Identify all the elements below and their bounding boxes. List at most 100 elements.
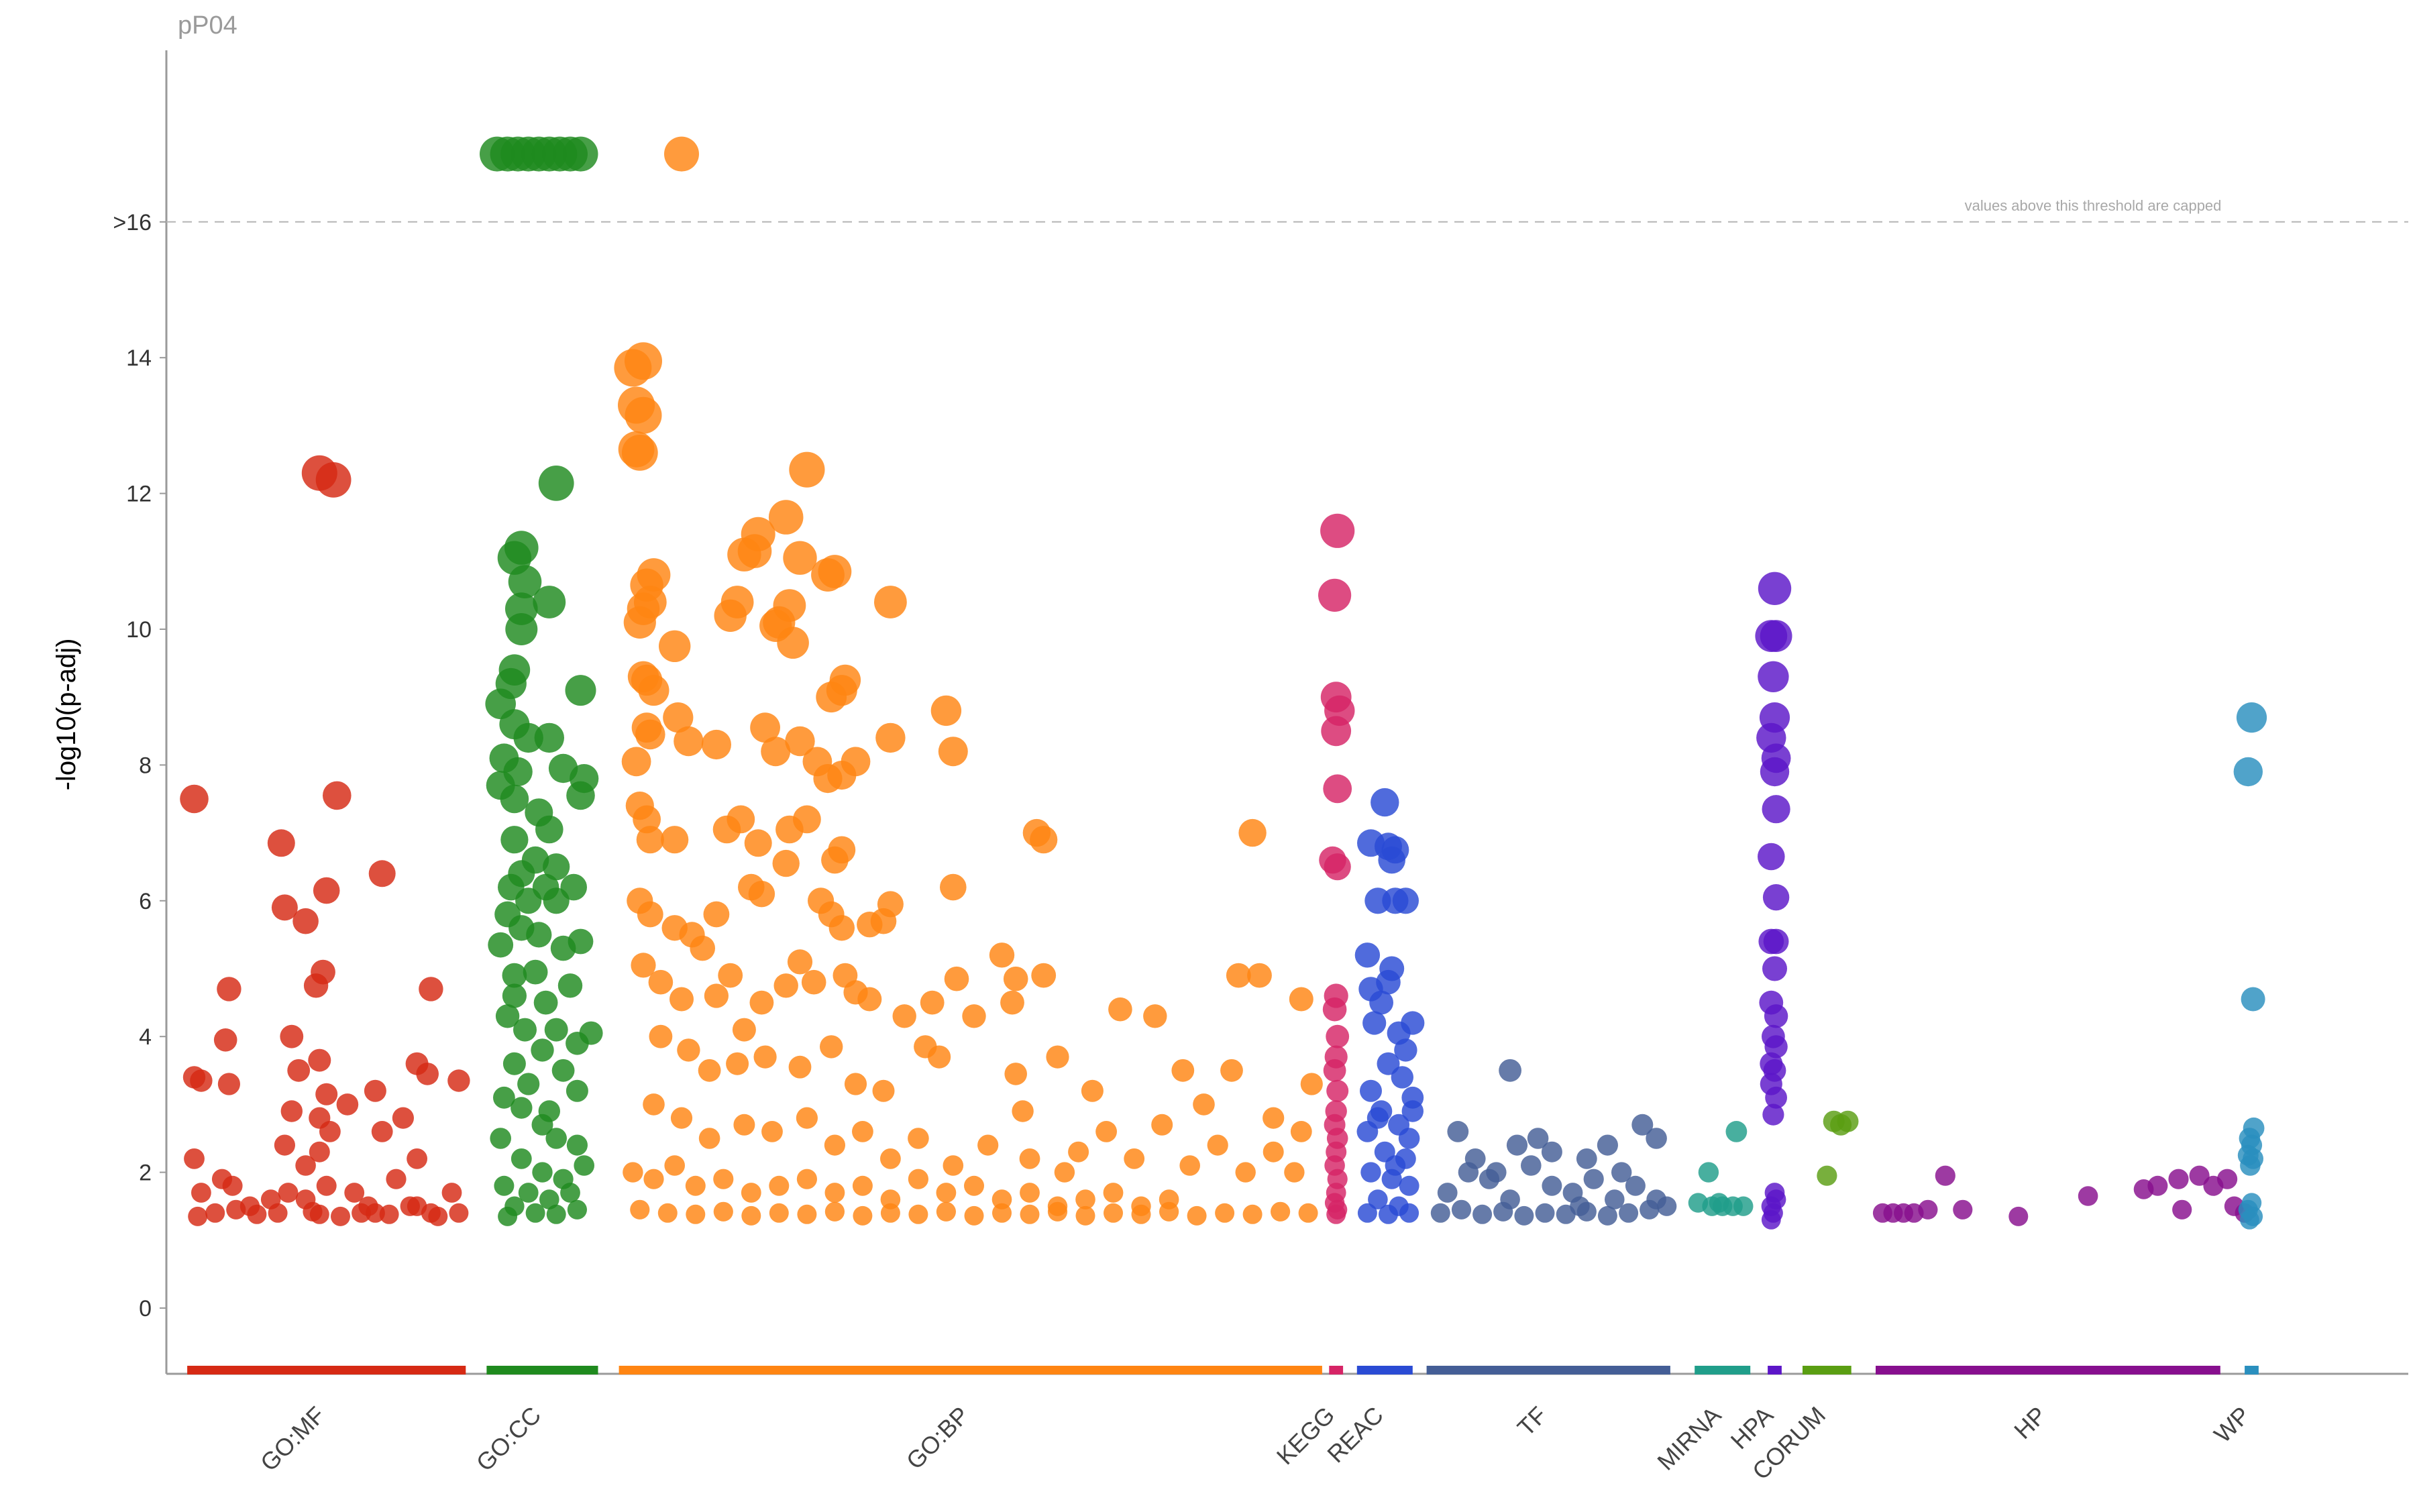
point-reac <box>1399 1203 1419 1223</box>
point-go-bp <box>943 1155 964 1176</box>
point-tf <box>1514 1205 1534 1226</box>
point-go-cc <box>495 1004 520 1028</box>
y-axis-title: -log10(p-adj) <box>52 639 81 791</box>
point-go-bp <box>1193 1093 1215 1116</box>
y-tick-label: 4 <box>139 1024 152 1050</box>
point-go-bp <box>1290 1121 1312 1142</box>
point-go-bp <box>657 1203 678 1223</box>
point-corum <box>1837 1110 1859 1132</box>
point-go-bp <box>685 1175 706 1196</box>
point-go-mf <box>319 1121 341 1142</box>
point-go-mf <box>386 1169 407 1189</box>
point-go-mf <box>268 1203 288 1223</box>
point-go-bp <box>733 1114 755 1136</box>
point-go-bp <box>1187 1205 1207 1226</box>
point-go-cc <box>538 1100 560 1122</box>
point-wp <box>2240 1210 2259 1230</box>
point-tf <box>1646 1128 1667 1149</box>
point-go-cc <box>508 565 542 598</box>
point-go-bp <box>714 599 747 632</box>
point-go-bp <box>1020 1204 1040 1224</box>
source-label-hp: HP <box>2008 1401 2051 1444</box>
point-tf <box>1597 1205 1617 1226</box>
point-go-bp <box>991 1189 1012 1209</box>
source-label-go-mf: GO:MF <box>255 1401 330 1476</box>
point-go-mf <box>274 1134 295 1156</box>
y-tick-label: >16 <box>113 210 152 235</box>
point-go-bp <box>669 987 694 1012</box>
point-go-cc <box>511 1097 533 1119</box>
point-go-bp <box>1075 1205 1095 1226</box>
point-hpa <box>1760 620 1792 652</box>
point-go-cc <box>493 1086 515 1109</box>
point-go-cc <box>500 784 529 814</box>
point-go-bp <box>1020 1183 1040 1203</box>
series-go-cc <box>480 136 603 1226</box>
point-go-mf <box>292 908 319 934</box>
point-reac <box>1379 1204 1398 1224</box>
point-go-bp <box>1263 1141 1284 1163</box>
point-go-bp <box>1081 1079 1104 1102</box>
point-go-bp <box>769 1175 790 1196</box>
point-tf <box>1631 1114 1654 1136</box>
point-reac <box>1368 1189 1388 1209</box>
point-go-bp <box>857 912 883 938</box>
point-go-bp <box>872 1079 895 1102</box>
point-go-bp <box>1235 1162 1256 1183</box>
point-go-mf <box>313 877 340 904</box>
point-go-bp <box>857 987 882 1012</box>
point-go-bp <box>1298 1203 1318 1223</box>
point-go-bp <box>1238 818 1267 847</box>
point-go-mf <box>344 1183 365 1203</box>
point-go-bp <box>785 726 815 757</box>
point-reac <box>1401 1100 1424 1122</box>
point-go-bp <box>664 1155 685 1176</box>
point-go-mf <box>407 1196 427 1216</box>
point-go-bp <box>623 1162 643 1183</box>
point-go-mf <box>358 1196 378 1216</box>
series-go-bp <box>614 136 1323 1226</box>
point-go-bp <box>1031 963 1057 988</box>
point-go-bp <box>824 1134 845 1156</box>
point-kegg <box>1320 513 1355 548</box>
point-go-cc <box>544 1018 568 1042</box>
point-tf <box>1605 1189 1625 1209</box>
point-go-mf <box>449 1203 469 1223</box>
point-go-mf <box>280 1024 304 1048</box>
point-reac <box>1360 1162 1381 1183</box>
point-reac <box>1369 990 1393 1015</box>
point-hpa <box>1761 1210 1781 1230</box>
source-bar-tf <box>1426 1366 1670 1374</box>
point-kegg <box>1323 1059 1346 1082</box>
point-go-bp <box>1226 963 1251 988</box>
point-go-bp <box>1095 1121 1117 1142</box>
point-go-bp <box>818 555 852 588</box>
point-go-bp <box>625 342 662 380</box>
point-tf <box>1541 1141 1562 1163</box>
point-go-bp <box>844 1073 867 1095</box>
point-reac <box>1371 788 1399 817</box>
point-go-cc <box>500 826 529 854</box>
point-wp <box>2236 702 2267 733</box>
point-go-bp <box>1103 1183 1124 1203</box>
source-bar-wp <box>2245 1366 2259 1374</box>
point-go-mf <box>315 462 352 498</box>
point-tf <box>1576 1148 1597 1169</box>
point-hpa <box>1762 1103 1784 1126</box>
point-reac <box>1385 1155 1406 1176</box>
source-bar-mirna <box>1695 1366 1751 1374</box>
point-go-bp <box>821 846 849 874</box>
point-go-bp <box>686 1204 706 1224</box>
point-go-bp <box>1012 1100 1034 1122</box>
point-go-bp <box>875 722 906 753</box>
point-go-bp <box>713 1201 733 1222</box>
point-go-cc <box>560 1183 580 1203</box>
point-go-bp <box>908 1204 928 1224</box>
point-go-bp <box>649 1024 673 1048</box>
point-go-bp <box>793 805 821 834</box>
point-go-bp <box>1271 1201 1291 1222</box>
point-go-bp <box>1124 1148 1145 1169</box>
point-go-bp <box>643 1093 665 1116</box>
source-bar-reac <box>1356 1366 1413 1374</box>
